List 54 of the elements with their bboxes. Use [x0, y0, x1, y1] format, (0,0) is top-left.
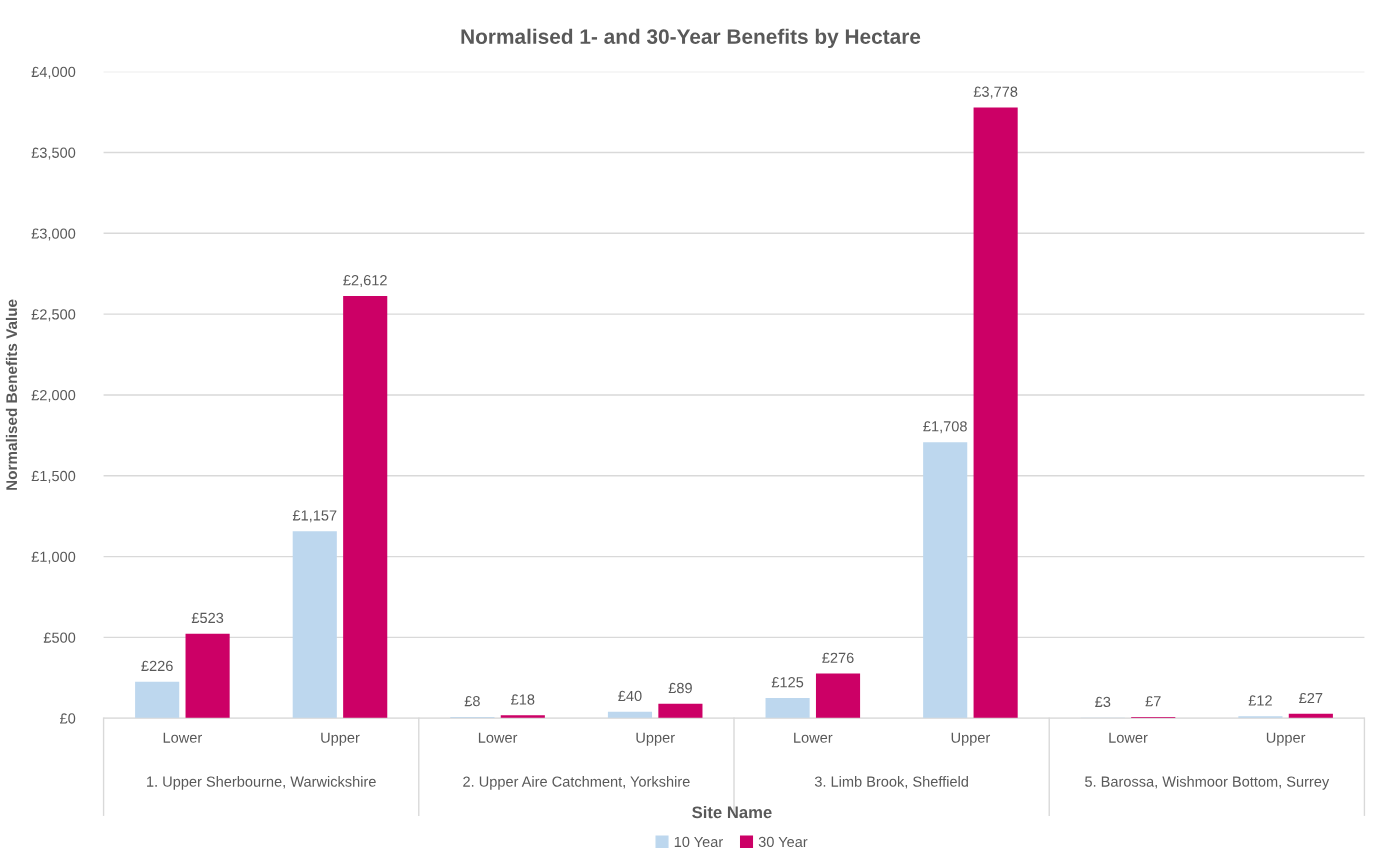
bar — [765, 698, 810, 719]
data-label: £226 — [141, 660, 173, 672]
bar — [135, 681, 180, 719]
bar — [500, 715, 545, 719]
x-tick-label: Lower — [794, 732, 833, 743]
data-label: £27 — [1299, 692, 1323, 704]
text: 2. Upper Aire Catchment, Yorkshire — [463, 776, 690, 790]
data-label: £1,708 — [923, 421, 967, 434]
bar — [185, 633, 230, 719]
text: 5. Barossa, Wishmoor Bottom, Surrey — [1085, 776, 1330, 790]
data-label: £89 — [668, 682, 692, 694]
data-label: £2,612 — [343, 275, 387, 288]
x-tick-label: Lower — [478, 732, 518, 743]
x-axis-title: Site Name — [692, 805, 772, 819]
x-tick-label: Upper — [321, 732, 360, 746]
data-label: £7 — [1145, 696, 1161, 707]
y-tick-label: £4,000 — [31, 66, 76, 79]
bar — [292, 531, 337, 719]
chart-title: Normalised 1- and 30-Year Benefits by Hectare — [461, 28, 921, 49]
text: 3. Limb Brook, Sheffield — [814, 776, 968, 789]
y-tick-label: £2,000 — [31, 390, 76, 403]
data-label: £276 — [822, 652, 854, 663]
x-tick-label: Lower — [1109, 732, 1148, 743]
data-label: £523 — [191, 612, 224, 624]
x-tick-label: Upper — [636, 732, 675, 746]
bar — [923, 442, 968, 719]
y-tick-label: £0 — [59, 713, 76, 724]
data-label: £40 — [618, 690, 642, 702]
data-label: £12 — [1248, 695, 1272, 706]
y-axis-title: Normalised Benefits Value — [5, 299, 18, 490]
y-tick-label: £500 — [43, 632, 76, 643]
text: 1. Upper Sherbourne, Warwickshire — [147, 776, 376, 790]
y-tick-label: £3,000 — [31, 228, 76, 241]
bar — [973, 107, 1018, 719]
y-tick-label: £3,500 — [31, 147, 76, 160]
y-tick-label: £1,500 — [31, 470, 76, 483]
y-tick-label: £2,500 — [31, 309, 76, 322]
x-tick-label: Upper — [951, 732, 991, 746]
data-label: £3 — [1095, 696, 1111, 708]
bar — [1288, 713, 1333, 719]
data-label: £3,778 — [973, 86, 1018, 99]
legend-label: 10 Year — [674, 836, 723, 848]
bar — [607, 711, 653, 719]
data-label: £18 — [511, 694, 535, 705]
x-tick-label: Upper — [1266, 732, 1306, 746]
x-tick-label: Lower — [163, 732, 202, 743]
legend-label: 30 Year — [758, 836, 808, 848]
bar — [343, 296, 388, 719]
bar — [815, 673, 861, 719]
data-label: £8 — [464, 695, 480, 707]
data-label: £1,157 — [292, 510, 337, 523]
y-tick-label: £1,000 — [31, 551, 76, 564]
data-label: £125 — [771, 677, 804, 688]
bar — [658, 703, 703, 719]
